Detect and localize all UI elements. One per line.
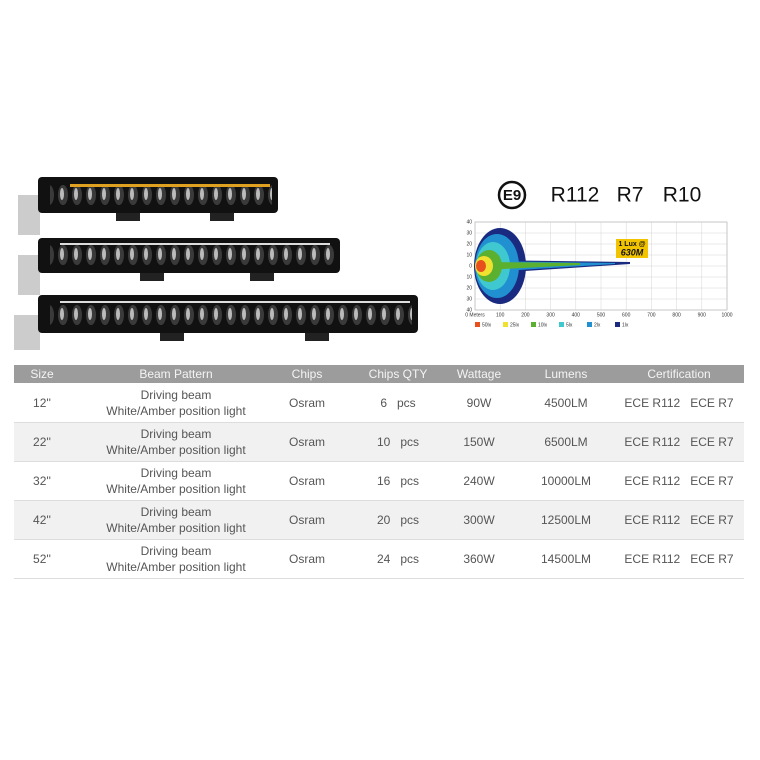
table-cell: White/Amber position light (106, 521, 246, 535)
y-tick-label: 10 (466, 274, 472, 280)
table-cell: 12'' (33, 396, 51, 410)
x-tick-label: 700 (647, 312, 656, 318)
table-cell: ECE R112 ECE R7 (624, 474, 733, 488)
beam-pattern (474, 228, 630, 304)
light-bar-illustration (14, 177, 418, 350)
table-cell: White/Amber position light (106, 482, 246, 496)
legend-swatch (531, 322, 536, 327)
callout: 630M (621, 247, 644, 257)
legend-swatch (559, 322, 564, 327)
legend-label: 1lx (622, 322, 629, 328)
table-cell: Osram (289, 474, 325, 488)
table-cell: ECE R112 ECE R7 (624, 552, 733, 566)
header-cell: Certification (647, 367, 710, 381)
table-cell: 22'' (33, 435, 51, 449)
x-tick-label: 400 (572, 312, 581, 318)
legend-swatch (503, 322, 508, 327)
y-tick-label: 30 (466, 296, 472, 302)
table-cell: 240W (463, 474, 495, 488)
legend-label: 10lx (538, 322, 548, 328)
e-mark: E9 (503, 187, 521, 204)
y-tick-label: 40 (466, 219, 472, 225)
table-cell: 16 pcs (377, 474, 419, 488)
x-tick-label: 1000 (721, 312, 732, 318)
x-tick-label: 200 (521, 312, 530, 318)
table-cell: ECE R112 ECE R7 (624, 435, 733, 449)
x-tick-label: 100 (496, 312, 505, 318)
x-tick-label: 500 (597, 312, 606, 318)
y-tick-label: 0 (469, 263, 472, 269)
spec-table: Size Beam Pattern Chips Chips QTY Wattage Lum… (14, 367, 744, 579)
legend-label: 5lx (566, 322, 573, 328)
header-cell: Wattage (457, 367, 502, 381)
x-tick-label: 800 (672, 312, 681, 318)
callout-box (616, 239, 648, 258)
table-cell: White/Amber position light (106, 404, 246, 418)
y-tick-label: 10 (466, 252, 472, 258)
table-header-bg (14, 365, 744, 383)
header-cell: Chips QTY (369, 367, 428, 381)
table-cell: 20 pcs (377, 513, 419, 527)
table-cell: 150W (463, 435, 495, 449)
legend-label: 2lx (594, 322, 601, 328)
cert-mark: R10 (663, 184, 702, 207)
table-cell: 10000LM (541, 474, 591, 488)
cert-mark: R112 (551, 184, 600, 207)
table-cell: Osram (289, 435, 325, 449)
table-cell: 90W (467, 396, 492, 410)
table-cell: 42'' (33, 513, 51, 527)
y-tick-label: 20 (466, 241, 472, 247)
table-cell: 6 pcs (380, 396, 415, 410)
table-cell: Driving beam (141, 544, 212, 558)
table-cell: 360W (463, 552, 495, 566)
header-cell: Beam Pattern (139, 367, 212, 381)
x-tick-label: 600 (622, 312, 631, 318)
row-bg (14, 501, 744, 539)
legend-swatch (615, 322, 620, 327)
table-cell: 6500LM (544, 435, 587, 449)
table-cell: 24 pcs (377, 552, 419, 566)
table-cell: Osram (289, 396, 325, 410)
callout: 1 Lux @ (618, 241, 645, 248)
y-tick-label: 30 (466, 230, 472, 236)
e-mark-circle (497, 180, 527, 210)
table-cell: 12500LM (541, 513, 591, 527)
table-cell: ECE R112 ECE R7 (624, 513, 733, 527)
x-tick-label: 0 Meters (465, 312, 485, 318)
legend-swatch (587, 322, 592, 327)
table-cell: 10 pcs (377, 435, 419, 449)
y-tick-label: 40 (466, 307, 472, 313)
table-cell: Osram (289, 513, 325, 527)
cert-mark: R7 (617, 184, 644, 207)
table-cell: Osram (289, 552, 325, 566)
table-cell: White/Amber position light (106, 560, 246, 574)
table-cell: 14500LM (541, 552, 591, 566)
table-cell: 300W (463, 513, 495, 527)
x-tick-label: 300 (546, 312, 555, 318)
table-cell: Driving beam (141, 466, 212, 480)
table-cell: White/Amber position light (106, 443, 246, 457)
table-cell: 32'' (33, 474, 51, 488)
legend-swatch (475, 322, 480, 327)
header-cell: Size (30, 367, 54, 381)
table-cell: Driving beam (141, 388, 212, 402)
y-tick-label: 20 (466, 285, 472, 291)
row-bg (14, 423, 744, 461)
table-cell: 52'' (33, 552, 51, 566)
table-cell: 4500LM (544, 396, 587, 410)
x-tick-label: 900 (698, 312, 707, 318)
table-cell: Driving beam (141, 505, 212, 519)
table-cell: ECE R112 ECE R7 (624, 396, 733, 410)
header-cell: Lumens (545, 367, 588, 381)
table-cell: Driving beam (141, 427, 212, 441)
legend-label: 25lx (510, 322, 520, 328)
header-cell: Chips (292, 367, 323, 381)
legend-label: 50lx (482, 322, 492, 328)
